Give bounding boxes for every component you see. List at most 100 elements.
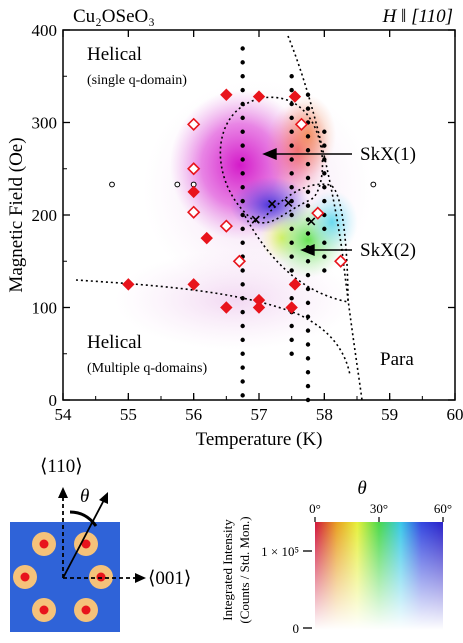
bragg-spot-center (81, 605, 91, 615)
skx1-arrowhead (262, 147, 277, 161)
measurement-point (322, 185, 327, 190)
filled-diamond-point (122, 278, 135, 291)
measurement-point (289, 351, 294, 356)
skx2-arrowhead (300, 243, 315, 257)
measurement-point (322, 240, 327, 245)
cross-point (284, 198, 293, 208)
axis-001-arrowhead (135, 573, 146, 583)
y-tick-label: 300 (32, 114, 58, 133)
measurement-point (289, 157, 294, 162)
measurement-point (240, 198, 245, 204)
measurement-point (305, 175, 311, 181)
colorbar-angle-tick-label: 60° (434, 501, 452, 516)
open-diamond-point (311, 206, 325, 220)
measurement-point (289, 323, 294, 329)
measurement-point (240, 282, 245, 287)
cross-stroke (268, 199, 277, 208)
measurement-point (240, 129, 245, 134)
measurement-point (305, 106, 311, 111)
label-110: ⟨110⟩ (40, 456, 83, 477)
filled-diamond-point (288, 90, 302, 103)
x-tick-label: 57 (251, 405, 269, 424)
theta-vector (62, 499, 105, 579)
measurement-point (289, 171, 294, 176)
label-001: ⟨001⟩ (148, 568, 191, 589)
open-circle-point (370, 181, 377, 188)
x-tick-label: 54 (55, 405, 73, 424)
filled-diamond-point (252, 90, 266, 103)
y-tick-label: 200 (32, 206, 58, 225)
measurement-point (289, 115, 294, 121)
filled-diamond-point (187, 185, 200, 199)
label-skx1: SkX(1) (360, 144, 416, 165)
measurement-point (289, 254, 294, 259)
markers (109, 46, 377, 403)
bragg-spot-center (39, 605, 49, 615)
measurement-point (289, 74, 294, 79)
intensity-map (115, 80, 373, 350)
cross-point (251, 215, 260, 224)
measurement-point (240, 309, 245, 315)
measurement-point (240, 87, 245, 93)
cross-stroke (284, 198, 293, 208)
open-circle-point (109, 181, 115, 188)
measurement-point (240, 101, 245, 107)
measurement-point (305, 356, 311, 361)
skx2-boundary (244, 183, 349, 303)
colorbar: θ 0° 30° 60° 1 × 10⁵ 0 Integrated Intensit… (220, 478, 452, 636)
bragg-spot-center (96, 572, 106, 582)
measurement-point (305, 148, 311, 153)
measurement-point (240, 143, 245, 148)
measurement-point (289, 212, 294, 218)
axis-ticks: 54 55 56 57 58 59 60 0 100 200 300 400 (32, 21, 463, 424)
y-axis-label: Magnetic Field (Oe) (6, 137, 27, 292)
measurement-point (240, 351, 245, 356)
colorbar-theta: θ (357, 478, 366, 499)
axis-110-arrowhead (58, 487, 68, 498)
measurement-point (322, 171, 327, 176)
y-tick-label: 400 (32, 21, 58, 40)
measurement-point (240, 60, 245, 65)
measurement-point (240, 185, 245, 190)
label-skx2: SkX(2) (360, 240, 416, 261)
colorbar-angle-ticks: 0° 30° 60° (309, 501, 452, 522)
open-circle-point (174, 181, 181, 188)
x-tick-label: 59 (381, 405, 398, 424)
y-tick-label: 0 (49, 391, 58, 410)
filled-diamond-point (220, 301, 233, 314)
x-tick-label: 55 (120, 405, 137, 424)
measurement-point (305, 342, 311, 347)
bragg-spot-center (20, 572, 30, 582)
measurement-point (322, 157, 327, 162)
cross-point (268, 199, 277, 208)
x-axis-label: Temperature (K) (196, 429, 323, 450)
measurement-point (305, 92, 311, 97)
measurement-point (305, 259, 311, 264)
measurement-point (240, 268, 245, 273)
measurement-point (289, 101, 294, 107)
measurement-point (240, 240, 245, 245)
open-diamond-point (334, 254, 348, 268)
theta-arc (69, 510, 98, 527)
measurement-point (322, 129, 327, 134)
filled-diamond-point (220, 88, 233, 101)
measurement-point (240, 393, 245, 398)
open-diamond-point (232, 254, 247, 268)
filled-diamond-point (288, 278, 302, 291)
cross-point (307, 217, 316, 226)
measurement-point (305, 286, 311, 292)
theta-symbol: θ (80, 486, 89, 507)
open-diamond-point (187, 205, 201, 219)
measurement-point (240, 379, 245, 384)
phase-diagram-plot: 54 55 56 57 58 59 60 0 100 200 300 400 Cu₂OSeO₃ H ‖… (6, 6, 463, 450)
intensity-cyan (306, 190, 358, 254)
measurement-point (289, 240, 294, 245)
measurement-point (240, 171, 245, 176)
measurement-point (305, 370, 311, 375)
measurement-point (322, 143, 327, 148)
bragg-spots (13, 532, 113, 622)
measurement-point (240, 74, 245, 79)
reciprocal-space-schematic: ⟨110⟩ ⟨001⟩ θ (10, 456, 191, 632)
measurement-point (322, 268, 327, 273)
